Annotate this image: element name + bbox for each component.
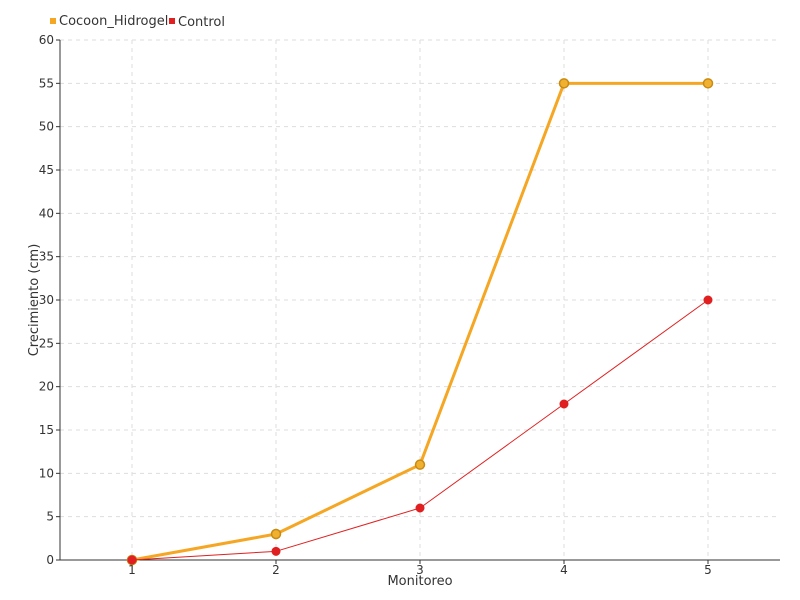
legend-swatch-cocoon	[50, 18, 56, 24]
y-tick-label: 45	[39, 163, 54, 177]
x-tick-label: 2	[272, 563, 280, 577]
data-point[interactable]	[702, 78, 714, 89]
data-point[interactable]	[270, 528, 282, 540]
y-tick-label: 0	[46, 553, 54, 567]
y-tick-label: 30	[39, 293, 54, 307]
y-tick-label: 20	[39, 380, 54, 394]
data-point[interactable]	[703, 295, 713, 305]
data-point[interactable]	[559, 399, 569, 409]
y-axis-label: Crecimiento (cm)	[27, 244, 42, 357]
y-tick-label: 50	[39, 120, 54, 134]
series-control	[127, 295, 713, 565]
series-cocoon-hidrogel	[126, 78, 714, 566]
data-point[interactable]	[415, 503, 425, 513]
legend: Cocoon_Hidrogel Control	[50, 14, 225, 30]
y-tick-label: 15	[39, 423, 54, 437]
y-tick-label: 10	[39, 466, 54, 480]
data-point[interactable]	[271, 546, 281, 556]
series-group	[126, 78, 714, 566]
data-point[interactable]	[414, 459, 426, 470]
x-tick-labels: 1 2 3 4 5	[128, 563, 712, 577]
axes	[56, 39, 780, 564]
y-tick-label: 60	[39, 33, 54, 47]
grid	[60, 39, 780, 560]
y-tick-label: 40	[39, 206, 54, 220]
y-tick-label: 55	[39, 76, 54, 90]
y-tick-labels: 0 5 10 15 20 25 30 35 40 45 50 55 60	[39, 33, 54, 567]
legend-label-control: Control	[178, 15, 225, 30]
x-axis-label: Monitoreo	[387, 574, 452, 589]
y-tick-label: 35	[39, 250, 54, 264]
y-tick-label: 25	[39, 336, 54, 350]
legend-swatch-control	[169, 18, 175, 24]
legend-label-cocoon: Cocoon_Hidrogel	[59, 14, 168, 29]
y-tick-label: 5	[46, 510, 54, 524]
x-tick-label: 1	[128, 563, 136, 577]
x-tick-label: 3	[416, 563, 424, 577]
x-tick-label: 5	[704, 563, 712, 577]
x-tick-label: 4	[560, 563, 568, 577]
data-point[interactable]	[127, 555, 137, 565]
data-point[interactable]	[558, 78, 570, 89]
